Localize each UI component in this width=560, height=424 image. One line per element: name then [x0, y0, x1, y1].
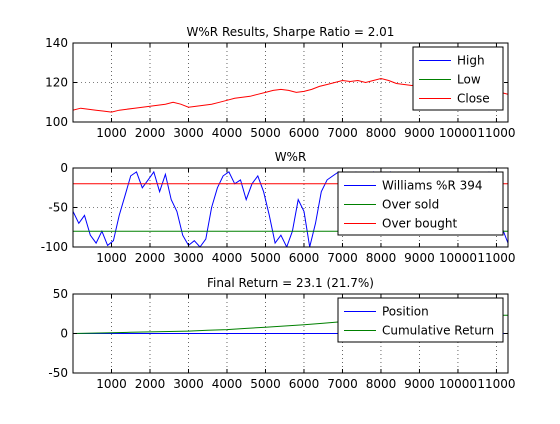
x-tick-label: 6000	[289, 251, 320, 265]
y-tick-label: 0	[60, 161, 68, 175]
x-tick-label: 5000	[250, 251, 281, 265]
y-tick-label: 0	[60, 327, 68, 341]
x-tick-label: 1000	[96, 251, 127, 265]
x-tick-label: 8000	[366, 251, 397, 265]
legend-label: Cumulative Return	[382, 324, 494, 338]
subplot-title: W%R Results, Sharpe Ratio = 2.01	[187, 25, 395, 39]
x-tick-label: 5000	[250, 377, 281, 391]
x-tick-label: 4000	[212, 377, 243, 391]
legend: Position Cumulative Return	[337, 297, 504, 343]
x-tick-label: 8000	[366, 377, 397, 391]
legend-label: High	[457, 54, 485, 68]
x-tick-label: 1000	[96, 377, 127, 391]
subplot-1: 1000 2000 3000 4000 5000 6000 7000 8000 9000 1000…	[45, 25, 515, 140]
x-tick-label: 11000	[477, 126, 515, 140]
y-tick-label: -50	[48, 201, 68, 215]
x-tick-label: 3000	[173, 377, 204, 391]
x-tick-label: 9000	[404, 251, 435, 265]
x-tick-label: 3000	[173, 251, 204, 265]
y-tick-label: 140	[45, 36, 68, 50]
legend-box	[337, 297, 504, 343]
x-tick-label: 4000	[212, 251, 243, 265]
legend-label: Williams %R 394	[382, 179, 483, 193]
x-tick-label: 9000	[404, 377, 435, 391]
y-tick-label: 50	[53, 287, 68, 301]
y-tick-label: 120	[45, 76, 68, 90]
subplot-title: Final Return = 23.1 (21.7%)	[207, 276, 374, 290]
legend-box	[412, 46, 504, 111]
x-tick-label: 10000	[439, 126, 477, 140]
legend: Williams %R 394 Over sold Over bought	[337, 171, 504, 236]
legend-label: Low	[457, 73, 481, 87]
x-tick-label: 2000	[135, 377, 166, 391]
x-tick-label: 2000	[135, 251, 166, 265]
x-tick-label: 7000	[327, 251, 358, 265]
x-tick-label: 1000	[96, 126, 127, 140]
subplot-title: W%R	[275, 150, 307, 164]
x-tick-label: 10000	[439, 377, 477, 391]
x-tick-label: 4000	[212, 126, 243, 140]
subplot-3: 1000 2000 3000 4000 5000 6000 7000 8000 9000 1000…	[48, 276, 515, 391]
legend-label: Position	[382, 305, 429, 319]
x-tick-label: 7000	[327, 126, 358, 140]
x-tick-label: 9000	[404, 126, 435, 140]
x-tick-label: 10000	[439, 251, 477, 265]
legend: High Low Close	[412, 46, 504, 111]
x-tick-label: 11000	[477, 377, 515, 391]
x-tick-label: 3000	[173, 126, 204, 140]
legend-label: Over sold	[382, 198, 439, 212]
x-tick-label: 11000	[477, 251, 515, 265]
x-tick-label: 6000	[289, 377, 320, 391]
y-tick-label: 100	[45, 115, 68, 129]
x-tick-label: 7000	[327, 377, 358, 391]
legend-label: Close	[457, 92, 490, 106]
x-tick-label: 8000	[366, 126, 397, 140]
subplot-2: 1000 2000 3000 4000 5000 6000 7000 8000 9000 1000…	[41, 150, 516, 265]
y-tick-label: -50	[48, 366, 68, 380]
x-tick-label: 2000	[135, 126, 166, 140]
x-tick-label: 5000	[250, 126, 281, 140]
x-tick-label: 6000	[289, 126, 320, 140]
y-tick-label: -100	[41, 240, 68, 254]
legend-box	[337, 171, 504, 236]
legend-label: Over bought	[382, 217, 457, 231]
